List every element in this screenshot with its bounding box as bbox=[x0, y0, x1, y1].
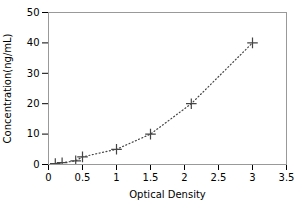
svg-text:0: 0 bbox=[33, 159, 39, 170]
svg-text:Optical Density: Optical Density bbox=[129, 189, 206, 200]
svg-text:1: 1 bbox=[113, 172, 119, 183]
svg-text:10: 10 bbox=[27, 128, 40, 139]
svg-text:30: 30 bbox=[27, 68, 40, 79]
svg-text:Concentration(ng/mL): Concentration(ng/mL) bbox=[2, 33, 13, 143]
svg-text:3.5: 3.5 bbox=[279, 172, 295, 183]
svg-text:20: 20 bbox=[27, 98, 40, 109]
svg-text:40: 40 bbox=[27, 37, 40, 48]
svg-text:0: 0 bbox=[45, 172, 51, 183]
svg-text:1.5: 1.5 bbox=[143, 172, 159, 183]
svg-text:2.5: 2.5 bbox=[211, 172, 227, 183]
svg-text:50: 50 bbox=[27, 7, 40, 18]
svg-text:3: 3 bbox=[249, 172, 255, 183]
svg-text:0.5: 0.5 bbox=[75, 172, 91, 183]
svg-text:2: 2 bbox=[181, 172, 187, 183]
